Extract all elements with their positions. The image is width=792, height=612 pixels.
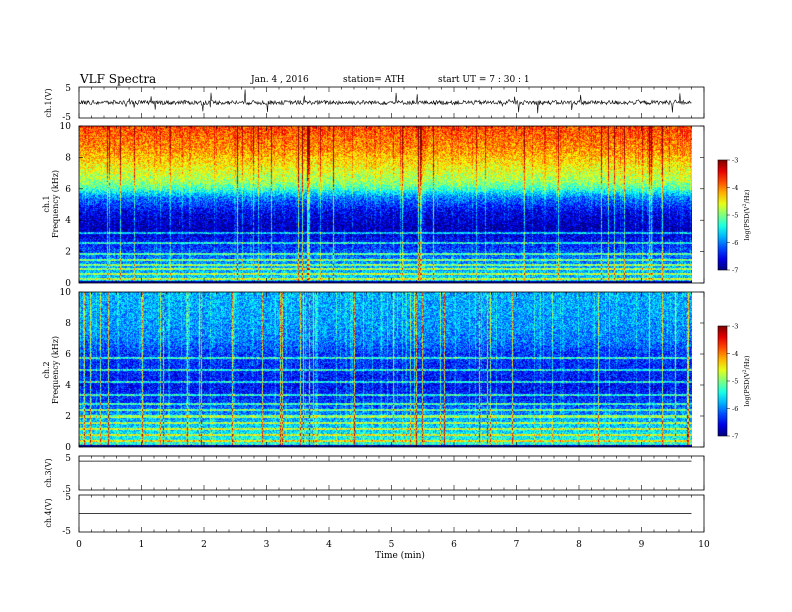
ch2-spectrogram-ylabel: Frequency (kHz) xyxy=(51,336,60,404)
figure-header: VLF Spectra Jan. 4 , 2016 station= ATH s… xyxy=(79,72,530,86)
colorbar-tick-label: -6 xyxy=(732,405,738,413)
date-label: Jan. 4 , 2016 xyxy=(250,75,309,85)
ch2-spectrogram-panel: 0 2 4 6 8 10 ch.2 Frequency (kHz) -3 -4 -5 -6 -7 … xyxy=(42,288,751,453)
x-tick-label: 1 xyxy=(139,540,145,550)
ch4-ytick-bottom: -5 xyxy=(62,527,71,537)
ch3-waveform-ticks xyxy=(78,456,705,490)
colorbar-tick-label: -3 xyxy=(732,157,738,165)
ch1-ytick-bottom: -5 xyxy=(62,113,71,123)
y-tick-label: 6 xyxy=(65,350,71,360)
y-tick-label: 2 xyxy=(65,248,71,258)
ch2-colorbar-label: log(PSD(V2/Hz) xyxy=(742,355,751,406)
colorbar-tick-label: -5 xyxy=(732,378,738,386)
ch1-spectrogram-panel: 0 2 4 6 8 10 ch.1 Frequency (kHz) -3 -4 -5 -6 -7 … xyxy=(42,122,751,289)
ch2-spectrogram-yticklabels: 0 2 4 6 8 10 xyxy=(60,288,704,453)
colorbar-tick-label: -7 xyxy=(732,433,738,441)
ch2-spectrogram-ylabel-line2: Frequency (kHz) xyxy=(51,336,60,404)
y-tick-label: 6 xyxy=(65,185,71,195)
x-tick-label: 6 xyxy=(451,540,457,550)
x-tick-label: 10 xyxy=(698,540,710,550)
ch1-spectrogram-image xyxy=(79,126,692,283)
ch4-waveform-panel: 5 -5 ch.4(V) 0 1 2 3 4 5 6 7 8 9 10 Time (min) xyxy=(44,493,710,561)
x-tick-label: 7 xyxy=(514,540,520,550)
y-tick-label: 8 xyxy=(65,153,71,163)
y-tick-label: 0 xyxy=(65,279,71,289)
ch2-colorbar: -3 -4 -5 -6 -7 log(PSD(V2/Hz) xyxy=(717,323,751,441)
x-tick-label: 8 xyxy=(576,540,582,550)
ch4-waveform-ticks xyxy=(78,495,705,532)
y-tick-label: 4 xyxy=(65,381,71,391)
ch2-spectrogram-image xyxy=(79,292,692,447)
y-tick-label: 4 xyxy=(65,216,71,226)
x-tick-label: 0 xyxy=(76,540,82,550)
ch1-spectrogram-chlabel: ch.1 xyxy=(42,195,51,212)
ch1-waveform-ylabel: ch.1(V) xyxy=(44,88,53,117)
y-tick-label: 10 xyxy=(60,122,72,132)
time-axis-ticklabels: 0 1 2 3 4 5 6 7 8 9 10 xyxy=(76,540,710,550)
y-tick-label: 8 xyxy=(65,319,71,329)
ch1-spectrogram-yticklabels: 0 2 4 6 8 10 xyxy=(60,122,704,289)
ch2-spectrogram-chlabel: ch.2 xyxy=(42,361,51,378)
ch1-colorbar-ticks: -3 -4 -5 -6 -7 xyxy=(727,157,738,275)
ch1-waveform-ticks xyxy=(78,87,705,118)
x-tick-label: 9 xyxy=(639,540,645,550)
colorbar-tick-label: -4 xyxy=(732,184,738,192)
ch1-spectrogram-ylabel-line2: Frequency (kHz) xyxy=(51,170,60,238)
figure-title: VLF Spectra xyxy=(79,72,156,86)
x-tick-label: 3 xyxy=(264,540,270,550)
ch1-spectrogram-ticks xyxy=(78,126,705,283)
ch3-ytick-bottom: .5 xyxy=(62,485,71,495)
colorbar-tick-label: -4 xyxy=(732,350,738,358)
colorbar-tick-label: -5 xyxy=(732,212,738,220)
y-tick-label: 10 xyxy=(60,288,72,298)
y-tick-label: 0 xyxy=(65,443,71,453)
colorbar-tick-label: -3 xyxy=(732,323,738,331)
ch3-ytick-top: 5 xyxy=(65,454,71,464)
ch2-colorbar-gradient xyxy=(718,326,727,436)
ch4-ytick-top: 5 xyxy=(65,493,71,503)
station-label: station= ATH xyxy=(343,75,405,85)
ch3-waveform-ylabel: ch.3(V) xyxy=(44,458,53,487)
x-tick-label: 4 xyxy=(326,540,332,550)
ch2-colorbar-ticks: -3 -4 -5 -6 -7 xyxy=(727,323,738,441)
ch3-waveform-panel: 5 .5 ch.3(V) xyxy=(44,454,705,495)
x-tick-label: 5 xyxy=(389,540,395,550)
colorbar-tick-label: -7 xyxy=(732,267,738,275)
start-time-label: start UT = 7 : 30 : 1 xyxy=(438,75,530,85)
y-tick-label: 2 xyxy=(65,412,71,422)
ch2-spectrogram-ticks xyxy=(78,292,705,447)
colorbar-tick-label: -6 xyxy=(732,239,738,247)
ch2-spectrogram-ylabel-line1: ch.2 xyxy=(42,361,51,378)
ch1-spectrogram-ylabel: Frequency (kHz) xyxy=(51,170,60,238)
ch1-waveform-panel: 5 -5 ch.1(V) xyxy=(44,84,705,123)
time-axis-label: Time (min) xyxy=(375,550,425,561)
x-tick-label: 2 xyxy=(201,540,207,550)
ch4-waveform-ylabel: ch.4(V) xyxy=(44,498,53,527)
ch1-spectrogram-ylabel-line1: ch.1 xyxy=(42,195,51,212)
ch1-colorbar: -3 -4 -5 -6 -7 log(PSD(V2/Hz) xyxy=(717,157,751,275)
ch1-waveform-trace xyxy=(78,89,692,114)
ch1-ytick-top: 5 xyxy=(65,84,71,94)
ch1-colorbar-gradient xyxy=(718,160,727,270)
ch1-colorbar-label: log(PSD(V2/Hz) xyxy=(742,189,751,240)
